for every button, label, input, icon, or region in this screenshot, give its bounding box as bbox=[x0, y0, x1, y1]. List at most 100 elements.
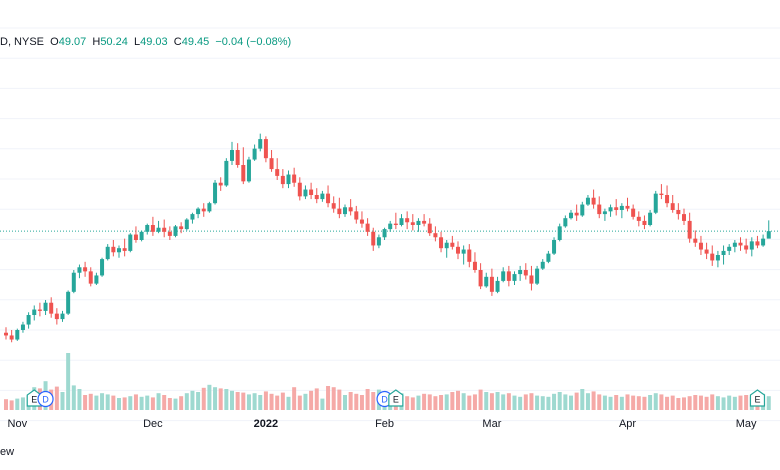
volume-bar bbox=[100, 393, 105, 410]
candle-body bbox=[495, 280, 500, 292]
candle-body bbox=[393, 223, 398, 225]
earnings-badge[interactable]: E bbox=[388, 389, 404, 407]
candle-body bbox=[467, 249, 472, 262]
dividend-badge[interactable]: D bbox=[37, 390, 54, 408]
volume-bar bbox=[670, 395, 675, 410]
ohlc-legend: D, NYSE O49.07 H50.24 L49.03 C49.45 −0.0… bbox=[0, 36, 291, 48]
candle-body bbox=[105, 246, 110, 260]
candle-body bbox=[535, 268, 540, 284]
candle-body bbox=[88, 271, 93, 284]
candle-body bbox=[472, 261, 477, 270]
candle-body bbox=[721, 250, 726, 255]
candle-body bbox=[484, 276, 489, 287]
close-label: C bbox=[173, 36, 182, 48]
candle-body bbox=[687, 220, 692, 239]
volume-bar bbox=[569, 395, 573, 410]
volume-bar bbox=[478, 389, 483, 410]
volume-bar bbox=[410, 397, 415, 410]
volume-bar bbox=[489, 393, 494, 410]
candle-body bbox=[66, 291, 71, 314]
volume-bar bbox=[167, 398, 172, 410]
footer-link[interactable]: ew bbox=[0, 446, 15, 458]
volume-bar bbox=[557, 392, 562, 410]
volume-bar bbox=[224, 389, 229, 410]
candle-body bbox=[190, 214, 195, 220]
volume-bar bbox=[512, 395, 517, 410]
volume-bar bbox=[597, 394, 602, 410]
candle-body bbox=[698, 242, 703, 250]
badge-label: E bbox=[31, 395, 37, 405]
x-tick-label: Nov bbox=[8, 418, 28, 430]
candle-body bbox=[670, 203, 675, 210]
volume-bar bbox=[636, 396, 641, 410]
volume-bar bbox=[179, 396, 184, 410]
volume-bar bbox=[721, 397, 726, 410]
candle-body bbox=[444, 242, 449, 249]
volume-bar bbox=[546, 396, 551, 410]
volume-bar bbox=[738, 395, 743, 410]
candle-body bbox=[608, 207, 613, 212]
candle-body bbox=[410, 222, 415, 225]
candle-body bbox=[26, 315, 31, 325]
volume-bar bbox=[614, 395, 619, 410]
dividend-badge-shape bbox=[37, 390, 54, 408]
volume-bar bbox=[354, 393, 359, 410]
candle-body bbox=[4, 332, 8, 336]
chart-grid bbox=[0, 27, 780, 422]
candle-body bbox=[150, 225, 155, 232]
candle-body bbox=[529, 275, 534, 284]
volume-bar bbox=[20, 397, 25, 410]
volume-bar bbox=[359, 395, 364, 410]
candle-body bbox=[665, 195, 670, 204]
volume-bar bbox=[540, 396, 545, 410]
candle-body bbox=[275, 169, 280, 176]
candle-body bbox=[727, 246, 732, 251]
volume-bar bbox=[213, 387, 218, 410]
volume-bar bbox=[66, 353, 71, 410]
volume-bar bbox=[54, 386, 59, 410]
x-axis: Nov Dec 2022 Feb Mar Apr May bbox=[8, 418, 758, 430]
volume-bar bbox=[275, 395, 280, 410]
candle-body bbox=[456, 246, 460, 254]
volume-bar bbox=[523, 394, 528, 410]
volume-bar bbox=[625, 394, 630, 410]
earnings-badge[interactable]: E bbox=[749, 389, 766, 407]
candle-body bbox=[489, 276, 494, 292]
candle-body bbox=[619, 205, 624, 210]
volume-bar bbox=[128, 396, 133, 410]
volume-bar bbox=[682, 397, 686, 410]
candle-body bbox=[450, 242, 455, 247]
candle-body bbox=[744, 245, 749, 250]
candle-body bbox=[518, 270, 523, 275]
volume-bar bbox=[732, 396, 737, 410]
candle-body bbox=[145, 225, 150, 232]
volume-bar bbox=[145, 395, 150, 410]
volume-bar bbox=[693, 395, 698, 410]
badge-label: D bbox=[381, 395, 388, 405]
volume-bar bbox=[94, 395, 99, 410]
volume-bar bbox=[574, 392, 579, 410]
candle-body bbox=[512, 274, 517, 281]
candle-body bbox=[60, 313, 65, 320]
candle-body bbox=[552, 240, 557, 254]
volume-bar bbox=[241, 392, 246, 410]
candle-body bbox=[365, 223, 370, 232]
volume-bar bbox=[439, 395, 444, 410]
volume-bar bbox=[292, 387, 297, 410]
change-value: −0.04 (−0.08%) bbox=[215, 36, 292, 48]
volume-bar bbox=[580, 389, 585, 410]
candle-body bbox=[128, 234, 133, 251]
candle-body bbox=[614, 207, 619, 210]
volume-bar bbox=[608, 396, 613, 410]
candle-body bbox=[416, 220, 421, 225]
volume-bar bbox=[173, 398, 178, 410]
candle-body bbox=[376, 237, 381, 246]
candle-body bbox=[122, 248, 127, 251]
candle-body bbox=[309, 189, 314, 195]
candle-body bbox=[167, 231, 172, 236]
candle-body bbox=[388, 223, 393, 230]
candle-body bbox=[602, 211, 607, 215]
candle-body bbox=[766, 231, 771, 239]
